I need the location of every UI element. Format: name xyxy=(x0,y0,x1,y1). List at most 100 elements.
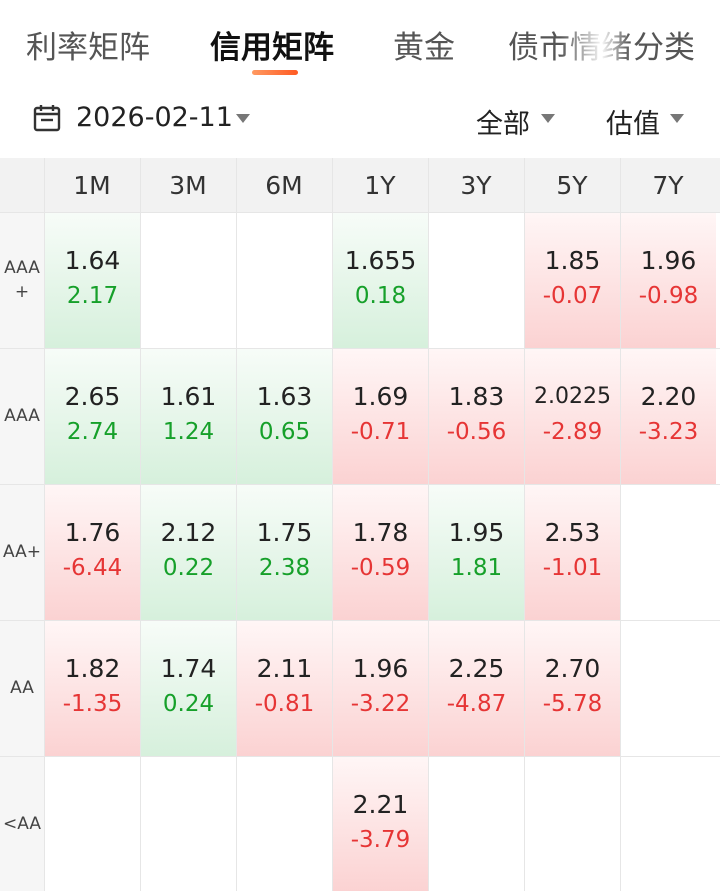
change-value: 2.74 xyxy=(66,419,119,445)
chevron-down-icon xyxy=(541,114,555,123)
matrix-cell[interactable]: 1.64 2.17 xyxy=(45,213,140,348)
change-value: -3.79 xyxy=(350,827,411,853)
yield-value: 1.96 xyxy=(640,246,697,275)
matrix-cell[interactable]: 1.75 2.38 xyxy=(237,485,332,620)
yield-value: 1.83 xyxy=(448,382,505,411)
yield-value: 1.96 xyxy=(352,654,409,683)
yield-value: 2.0225 xyxy=(534,384,611,409)
matrix-cell[interactable]: 2.12 0.22 xyxy=(141,485,236,620)
grid-divider xyxy=(0,212,720,213)
change-value: -0.56 xyxy=(446,419,507,445)
matrix-cell[interactable]: 2.53 -1.01 xyxy=(525,485,620,620)
tab-bar: 利率矩阵 信用矩阵 黄金 债市情绪 分类 xyxy=(0,0,720,90)
change-value: -5.78 xyxy=(542,691,603,717)
matrix-cell[interactable]: 1.655 0.18 xyxy=(333,213,428,348)
grid-divider xyxy=(0,620,720,621)
tenor-header-5y[interactable]: 5Y xyxy=(556,170,588,200)
rating-label-text: <AA xyxy=(3,814,41,834)
change-value: -0.71 xyxy=(350,419,411,445)
change-value: 1.24 xyxy=(162,419,215,445)
yield-value: 2.11 xyxy=(256,654,313,683)
tenor-header-6m[interactable]: 6M xyxy=(265,170,303,200)
matrix-cell[interactable]: 2.70 -5.78 xyxy=(525,621,620,756)
matrix-cell[interactable]: 2.11 -0.81 xyxy=(237,621,332,756)
matrix-cell[interactable]: 2.21 -3.79 xyxy=(333,757,428,891)
rating-label: AA xyxy=(0,620,44,756)
tab-gold[interactable]: 黄金 xyxy=(393,30,455,66)
grid-divider xyxy=(236,158,237,891)
yield-value: 2.70 xyxy=(544,654,601,683)
matrix-cell[interactable]: 1.96 -3.22 xyxy=(333,621,428,756)
tenor-header-3y[interactable]: 3Y xyxy=(460,170,492,200)
tab-category[interactable]: 分类 xyxy=(631,22,695,67)
header-corner xyxy=(0,158,44,212)
grid-divider xyxy=(44,158,45,891)
tenor-header-3m[interactable]: 3M xyxy=(169,170,207,200)
yield-value: 2.53 xyxy=(544,518,601,547)
grid-divider xyxy=(0,484,720,485)
yield-value: 2.20 xyxy=(640,382,697,411)
matrix-cell[interactable]: 1.95 1.81 xyxy=(429,485,524,620)
rating-label: AA+ xyxy=(0,484,44,620)
change-value: -4.87 xyxy=(446,691,507,717)
grid-divider xyxy=(140,158,141,891)
yield-value: 1.95 xyxy=(448,518,505,547)
filter-bar: 2026-02-11 全部 估值 xyxy=(0,92,720,152)
rating-label-text: AA xyxy=(10,678,34,698)
change-value: -0.81 xyxy=(254,691,315,717)
rating-label: AAA xyxy=(0,348,44,484)
yield-value: 1.69 xyxy=(352,382,409,411)
change-value: 0.18 xyxy=(354,283,407,309)
grid-divider xyxy=(524,158,525,891)
change-value: -2.89 xyxy=(542,419,603,445)
matrix-cell[interactable]: 2.65 2.74 xyxy=(45,349,140,484)
matrix-cell[interactable]: 1.76 -6.44 xyxy=(45,485,140,620)
change-value: -1.01 xyxy=(542,555,603,581)
date-value: 2026-02-11 xyxy=(76,102,233,133)
rating-label-text: AAA xyxy=(4,406,40,426)
calendar-icon xyxy=(33,105,61,132)
credit-matrix-table: 1M 3M 6M 1Y 3Y 5Y 7Y AAA +1.64 2.17 1.655 0.18 1.85… xyxy=(0,158,720,891)
tab-rate-matrix[interactable]: 利率矩阵 xyxy=(26,30,150,66)
tenor-header-row: 1M 3M 6M 1Y 3Y 5Y 7Y xyxy=(0,158,720,212)
matrix-cell[interactable]: 1.61 1.24 xyxy=(141,349,236,484)
rating-label-text: AA+ xyxy=(3,542,41,562)
matrix-cell[interactable]: 1.63 0.65 xyxy=(237,349,332,484)
change-value: 2.17 xyxy=(66,283,119,309)
grid-divider xyxy=(428,158,429,891)
matrix-cell[interactable]: 1.74 0.24 xyxy=(141,621,236,756)
matrix-cell[interactable]: 2.25 -4.87 xyxy=(429,621,524,756)
matrix-cell[interactable]: 1.78 -0.59 xyxy=(333,485,428,620)
active-tab-indicator xyxy=(252,70,298,75)
yield-value: 1.82 xyxy=(64,654,121,683)
matrix-cell[interactable]: 1.83 -0.56 xyxy=(429,349,524,484)
change-value: 0.24 xyxy=(162,691,215,717)
matrix-cell[interactable]: 2.0225 -2.89 xyxy=(525,349,620,484)
scope-value: 全部 xyxy=(476,109,530,140)
rating-label: AAA + xyxy=(0,212,44,348)
yield-value: 1.74 xyxy=(160,654,217,683)
yield-value: 1.63 xyxy=(256,382,313,411)
change-value: 0.22 xyxy=(162,555,215,581)
tab-credit-matrix[interactable]: 信用矩阵 xyxy=(210,30,334,66)
change-value: 1.81 xyxy=(450,555,503,581)
matrix-cell[interactable]: 1.85 -0.07 xyxy=(525,213,620,348)
grid-divider xyxy=(332,158,333,891)
tenor-header-7y[interactable]: 7Y xyxy=(652,170,684,200)
yield-value: 2.65 xyxy=(64,382,121,411)
grid-divider xyxy=(620,158,621,891)
rating-label: <AA xyxy=(0,756,44,891)
matrix-cell[interactable]: 1.96 -0.98 xyxy=(621,213,716,348)
matrix-cell[interactable]: 2.20 -3.23 xyxy=(621,349,716,484)
yield-value: 1.76 xyxy=(64,518,121,547)
tenor-header-1m[interactable]: 1M xyxy=(73,170,111,200)
change-value: -1.35 xyxy=(62,691,123,717)
matrix-cell[interactable]: 1.82 -1.35 xyxy=(45,621,140,756)
chevron-down-icon xyxy=(236,114,250,123)
grid-divider xyxy=(0,348,720,349)
matrix-cell[interactable]: 1.69 -0.71 xyxy=(333,349,428,484)
change-value: -6.44 xyxy=(62,555,123,581)
tenor-header-1y[interactable]: 1Y xyxy=(364,170,396,200)
yield-value: 2.12 xyxy=(160,518,217,547)
change-value: -0.07 xyxy=(542,283,603,309)
